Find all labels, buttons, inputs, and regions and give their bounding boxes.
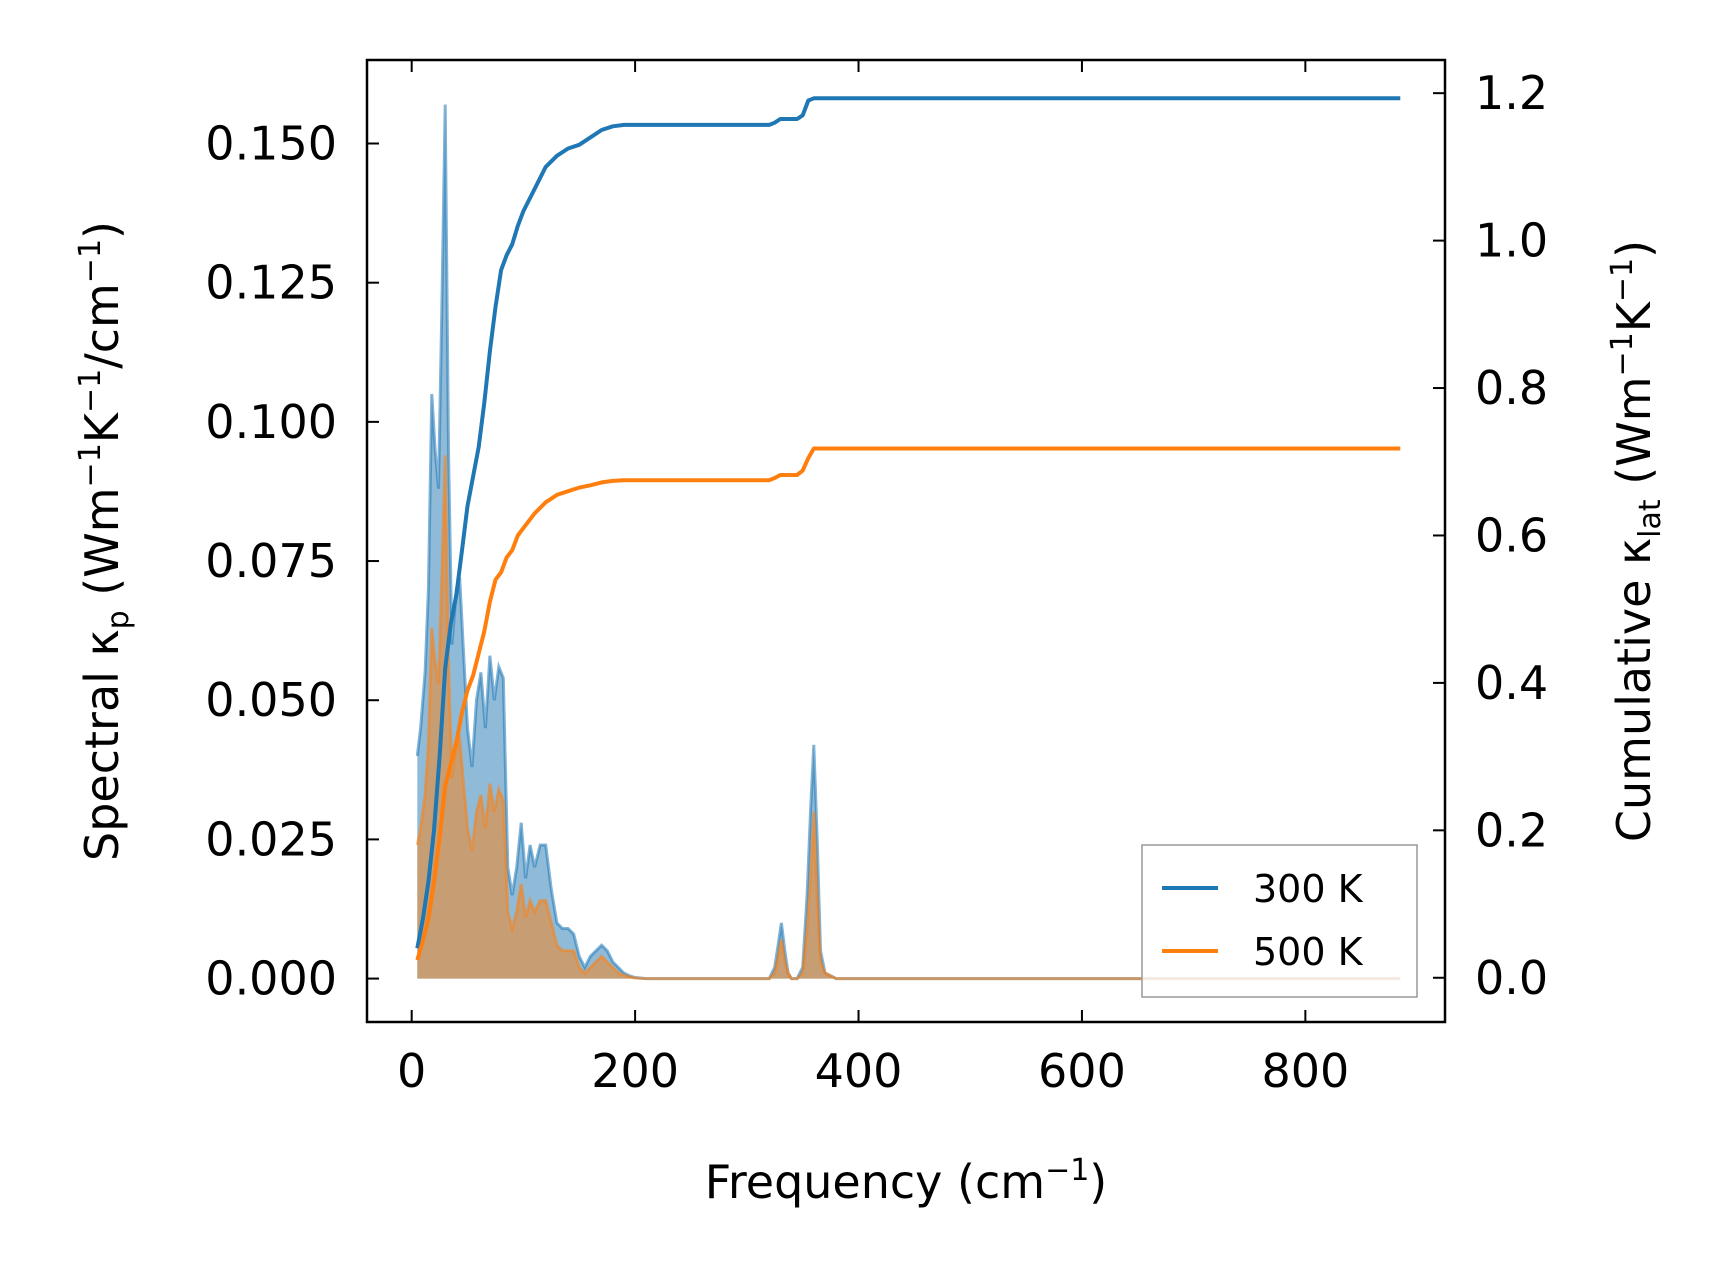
spectral-area-500k bbox=[417, 455, 1401, 979]
x-tick-label: 800 bbox=[1261, 1044, 1349, 1098]
y-left-tick-label: 0.150 bbox=[205, 117, 337, 171]
y-right-tick-label: 1.2 bbox=[1475, 66, 1548, 120]
spectral-area-300k bbox=[417, 104, 1401, 979]
x-tick-label: 600 bbox=[1038, 1044, 1126, 1098]
y-right-tick-label: 1.0 bbox=[1475, 214, 1548, 268]
x-tick-label: 200 bbox=[591, 1044, 679, 1098]
y-right-tick-label: 0.8 bbox=[1475, 361, 1548, 415]
plot-frame bbox=[365, 58, 1447, 1024]
y-right-tick-label: 0.4 bbox=[1475, 656, 1548, 710]
legend: 300 K 500 K bbox=[1141, 844, 1418, 998]
x-axis-label: Frequency (cm−1) bbox=[705, 1153, 1108, 1209]
legend-label-500k: 500 K bbox=[1253, 930, 1364, 974]
y-left-tick-label: 0.000 bbox=[205, 952, 337, 1006]
ticks-layer: 0 200 400 600 800 0.000 0.025 0.050 0.075 0.100 0.… bbox=[205, 60, 1548, 1098]
series-layer bbox=[415, 96, 1401, 981]
x-tick-label: 0 bbox=[397, 1044, 426, 1098]
y-left-tick-label: 0.125 bbox=[205, 256, 337, 310]
y-axis-left-label: Spectral κp (Wm−1K−1/cm−1) bbox=[73, 221, 136, 861]
legend-label-300k: 300 K bbox=[1253, 867, 1364, 911]
x-tick-label: 400 bbox=[815, 1044, 903, 1098]
y-left-tick-label: 0.100 bbox=[205, 395, 337, 449]
y-axis-right-label: Cumulative κlat (Wm−1K−1) bbox=[1605, 240, 1668, 842]
cumulative-line-500k bbox=[415, 446, 1401, 961]
y-left-tick-label: 0.025 bbox=[205, 812, 337, 866]
cumulative-line-300k bbox=[415, 96, 1401, 949]
y-right-tick-label: 0.2 bbox=[1475, 803, 1548, 857]
legend-box bbox=[1141, 844, 1418, 998]
spectral-line-500k bbox=[415, 455, 1401, 981]
y-left-tick-label: 0.075 bbox=[205, 534, 337, 588]
y-left-tick-label: 0.050 bbox=[205, 673, 337, 727]
y-right-tick-label: 0.6 bbox=[1475, 508, 1548, 562]
y-right-tick-label: 0.0 bbox=[1475, 951, 1548, 1005]
